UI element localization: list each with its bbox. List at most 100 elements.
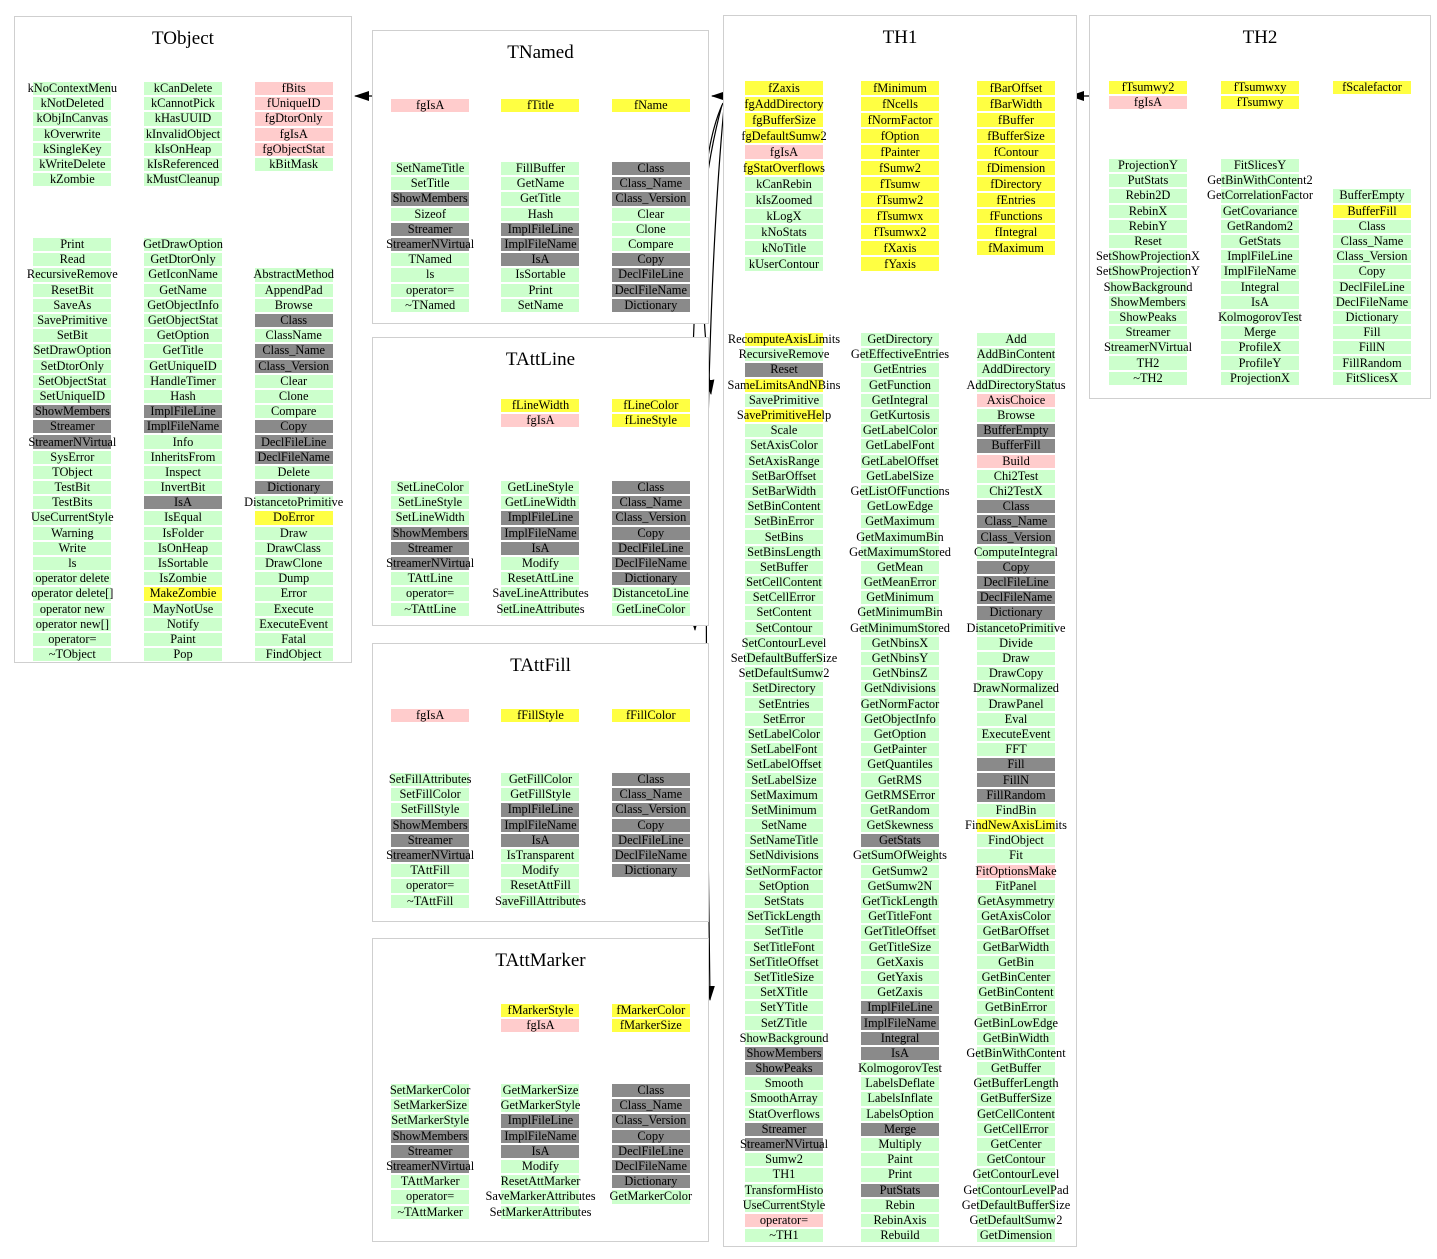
member-cell[interactable]: FillRandom: [1316, 355, 1428, 370]
member-cell[interactable]: TAttLine: [375, 571, 485, 586]
member-cell[interactable]: Class_Version: [1316, 249, 1428, 264]
member-cell[interactable]: kMustCleanup: [128, 172, 239, 187]
member-cell[interactable]: GetTitle: [485, 191, 595, 206]
member-cell[interactable]: DistancetoPrimitive: [238, 495, 349, 510]
member-cell[interactable]: DrawPanel: [958, 697, 1074, 712]
member-cell[interactable]: Clear: [596, 207, 706, 222]
member-cell[interactable]: SetFillAttributes: [375, 772, 485, 787]
member-cell[interactable]: fgIsA: [726, 144, 842, 160]
member-cell[interactable]: SmoothArray: [726, 1091, 842, 1106]
member-cell[interactable]: GetCellContent: [958, 1107, 1074, 1122]
member-cell[interactable]: Copy: [596, 818, 706, 833]
member-cell[interactable]: Modify: [485, 556, 595, 571]
member-cell[interactable]: GetOption: [128, 328, 239, 343]
member-cell[interactable]: fTsumwxy: [1204, 80, 1316, 95]
member-cell[interactable]: SetCellContent: [726, 575, 842, 590]
member-cell[interactable]: SetBarOffset: [726, 469, 842, 484]
member-cell[interactable]: GetLabelOffset: [842, 454, 958, 469]
member-cell[interactable]: GetTitle: [128, 343, 239, 358]
member-cell[interactable]: Streamer: [375, 833, 485, 848]
member-cell[interactable]: ShowMembers: [375, 526, 485, 541]
member-cell[interactable]: GetBuffer: [958, 1061, 1074, 1076]
member-cell[interactable]: ImplFileName: [485, 526, 595, 541]
member-cell[interactable]: SetBit: [17, 328, 128, 343]
member-cell[interactable]: fDimension: [958, 160, 1074, 176]
member-cell[interactable]: Copy: [958, 560, 1074, 575]
member-cell[interactable]: SetLineColor: [375, 480, 485, 495]
member-cell[interactable]: Dictionary: [596, 298, 706, 313]
member-cell[interactable]: GetSkewness: [842, 818, 958, 833]
member-cell[interactable]: SetStats: [726, 894, 842, 909]
member-cell[interactable]: TAttMarker: [375, 1174, 485, 1189]
member-cell[interactable]: Fill: [1316, 325, 1428, 340]
member-cell[interactable]: Browse: [958, 408, 1074, 423]
member-cell[interactable]: Dictionary: [1316, 310, 1428, 325]
member-cell[interactable]: UseCurrentStyle: [726, 1198, 842, 1213]
member-cell[interactable]: FFT: [958, 742, 1074, 757]
member-cell[interactable]: GetDefaultBufferSize: [958, 1198, 1074, 1213]
member-cell[interactable]: GetNdivisions: [842, 681, 958, 696]
member-cell[interactable]: SetNameTitle: [375, 161, 485, 176]
member-cell[interactable]: GetBinWidth: [958, 1031, 1074, 1046]
member-cell[interactable]: SetBinContent: [726, 499, 842, 514]
member-cell[interactable]: fNormFactor: [842, 112, 958, 128]
member-cell[interactable]: SetFillColor: [375, 787, 485, 802]
member-cell[interactable]: GetMaximumStored: [842, 545, 958, 560]
member-cell[interactable]: Class: [1316, 219, 1428, 234]
member-cell[interactable]: GetXaxis: [842, 955, 958, 970]
member-cell[interactable]: fgIsA: [238, 127, 349, 142]
member-cell[interactable]: SetLabelOffset: [726, 757, 842, 772]
member-cell[interactable]: FindBin: [958, 803, 1074, 818]
member-cell[interactable]: TestBits: [17, 495, 128, 510]
member-cell[interactable]: StreamerNVirtual: [726, 1137, 842, 1152]
member-cell[interactable]: ClassName: [238, 328, 349, 343]
member-cell[interactable]: GetQuantiles: [842, 757, 958, 772]
member-cell[interactable]: GetContourLevel: [958, 1167, 1074, 1182]
member-cell[interactable]: SetDtorOnly: [17, 359, 128, 374]
member-cell[interactable]: ShowMembers: [17, 404, 128, 419]
member-cell[interactable]: fXaxis: [842, 240, 958, 256]
member-cell[interactable]: StreamerNVirtual: [375, 848, 485, 863]
member-cell[interactable]: fgStatOverflows: [726, 160, 842, 176]
member-cell[interactable]: GetIntegral: [842, 393, 958, 408]
member-cell[interactable]: kIsReferenced: [128, 157, 239, 172]
member-cell[interactable]: IsA: [485, 1144, 595, 1159]
member-cell[interactable]: StreamerNVirtual: [375, 1159, 485, 1174]
member-cell[interactable]: SetFillStyle: [375, 802, 485, 817]
member-cell[interactable]: SetTickLength: [726, 909, 842, 924]
member-cell[interactable]: fgIsA: [375, 98, 485, 113]
member-cell[interactable]: ~TH1: [726, 1228, 842, 1243]
member-cell[interactable]: Class_Name: [596, 176, 706, 191]
member-cell[interactable]: Copy: [596, 526, 706, 541]
member-cell[interactable]: SetContent: [726, 605, 842, 620]
member-cell[interactable]: DeclFileLine: [958, 575, 1074, 590]
member-cell[interactable]: FitSlicesY: [1204, 158, 1316, 173]
member-cell[interactable]: fFillColor: [596, 708, 706, 723]
member-cell[interactable]: StreamerNVirtual: [375, 556, 485, 571]
member-cell[interactable]: Dictionary: [596, 863, 706, 878]
member-cell[interactable]: fIntegral: [958, 224, 1074, 240]
member-cell[interactable]: IsA: [485, 833, 595, 848]
member-cell[interactable]: operator new: [17, 602, 128, 617]
member-cell[interactable]: Class_Name: [1316, 234, 1428, 249]
member-cell[interactable]: Sizeof: [375, 207, 485, 222]
member-cell[interactable]: GetStats: [842, 833, 958, 848]
member-cell[interactable]: DeclFileName: [958, 590, 1074, 605]
member-cell[interactable]: Scale: [726, 423, 842, 438]
member-cell[interactable]: DeclFileLine: [596, 833, 706, 848]
member-cell[interactable]: BufferFill: [958, 438, 1074, 453]
member-cell[interactable]: kIsOnHeap: [128, 142, 239, 157]
member-cell[interactable]: ~TAttFill: [375, 894, 485, 909]
member-cell[interactable]: IsEqual: [128, 510, 239, 525]
member-cell[interactable]: GetEffectiveEntries: [842, 347, 958, 362]
member-cell[interactable]: AxisChoice: [958, 393, 1074, 408]
member-cell[interactable]: RecursiveRemove: [726, 347, 842, 362]
member-cell[interactable]: PutStats: [1092, 173, 1204, 188]
member-cell[interactable]: fMarkerColor: [596, 1003, 706, 1018]
member-cell[interactable]: SetTitle: [375, 176, 485, 191]
member-cell[interactable]: kIsZoomed: [726, 192, 842, 208]
member-cell[interactable]: Hash: [485, 207, 595, 222]
member-cell[interactable]: operator=: [726, 1213, 842, 1228]
member-cell[interactable]: StatOverflows: [726, 1107, 842, 1122]
member-cell[interactable]: GetMaximum: [842, 514, 958, 529]
